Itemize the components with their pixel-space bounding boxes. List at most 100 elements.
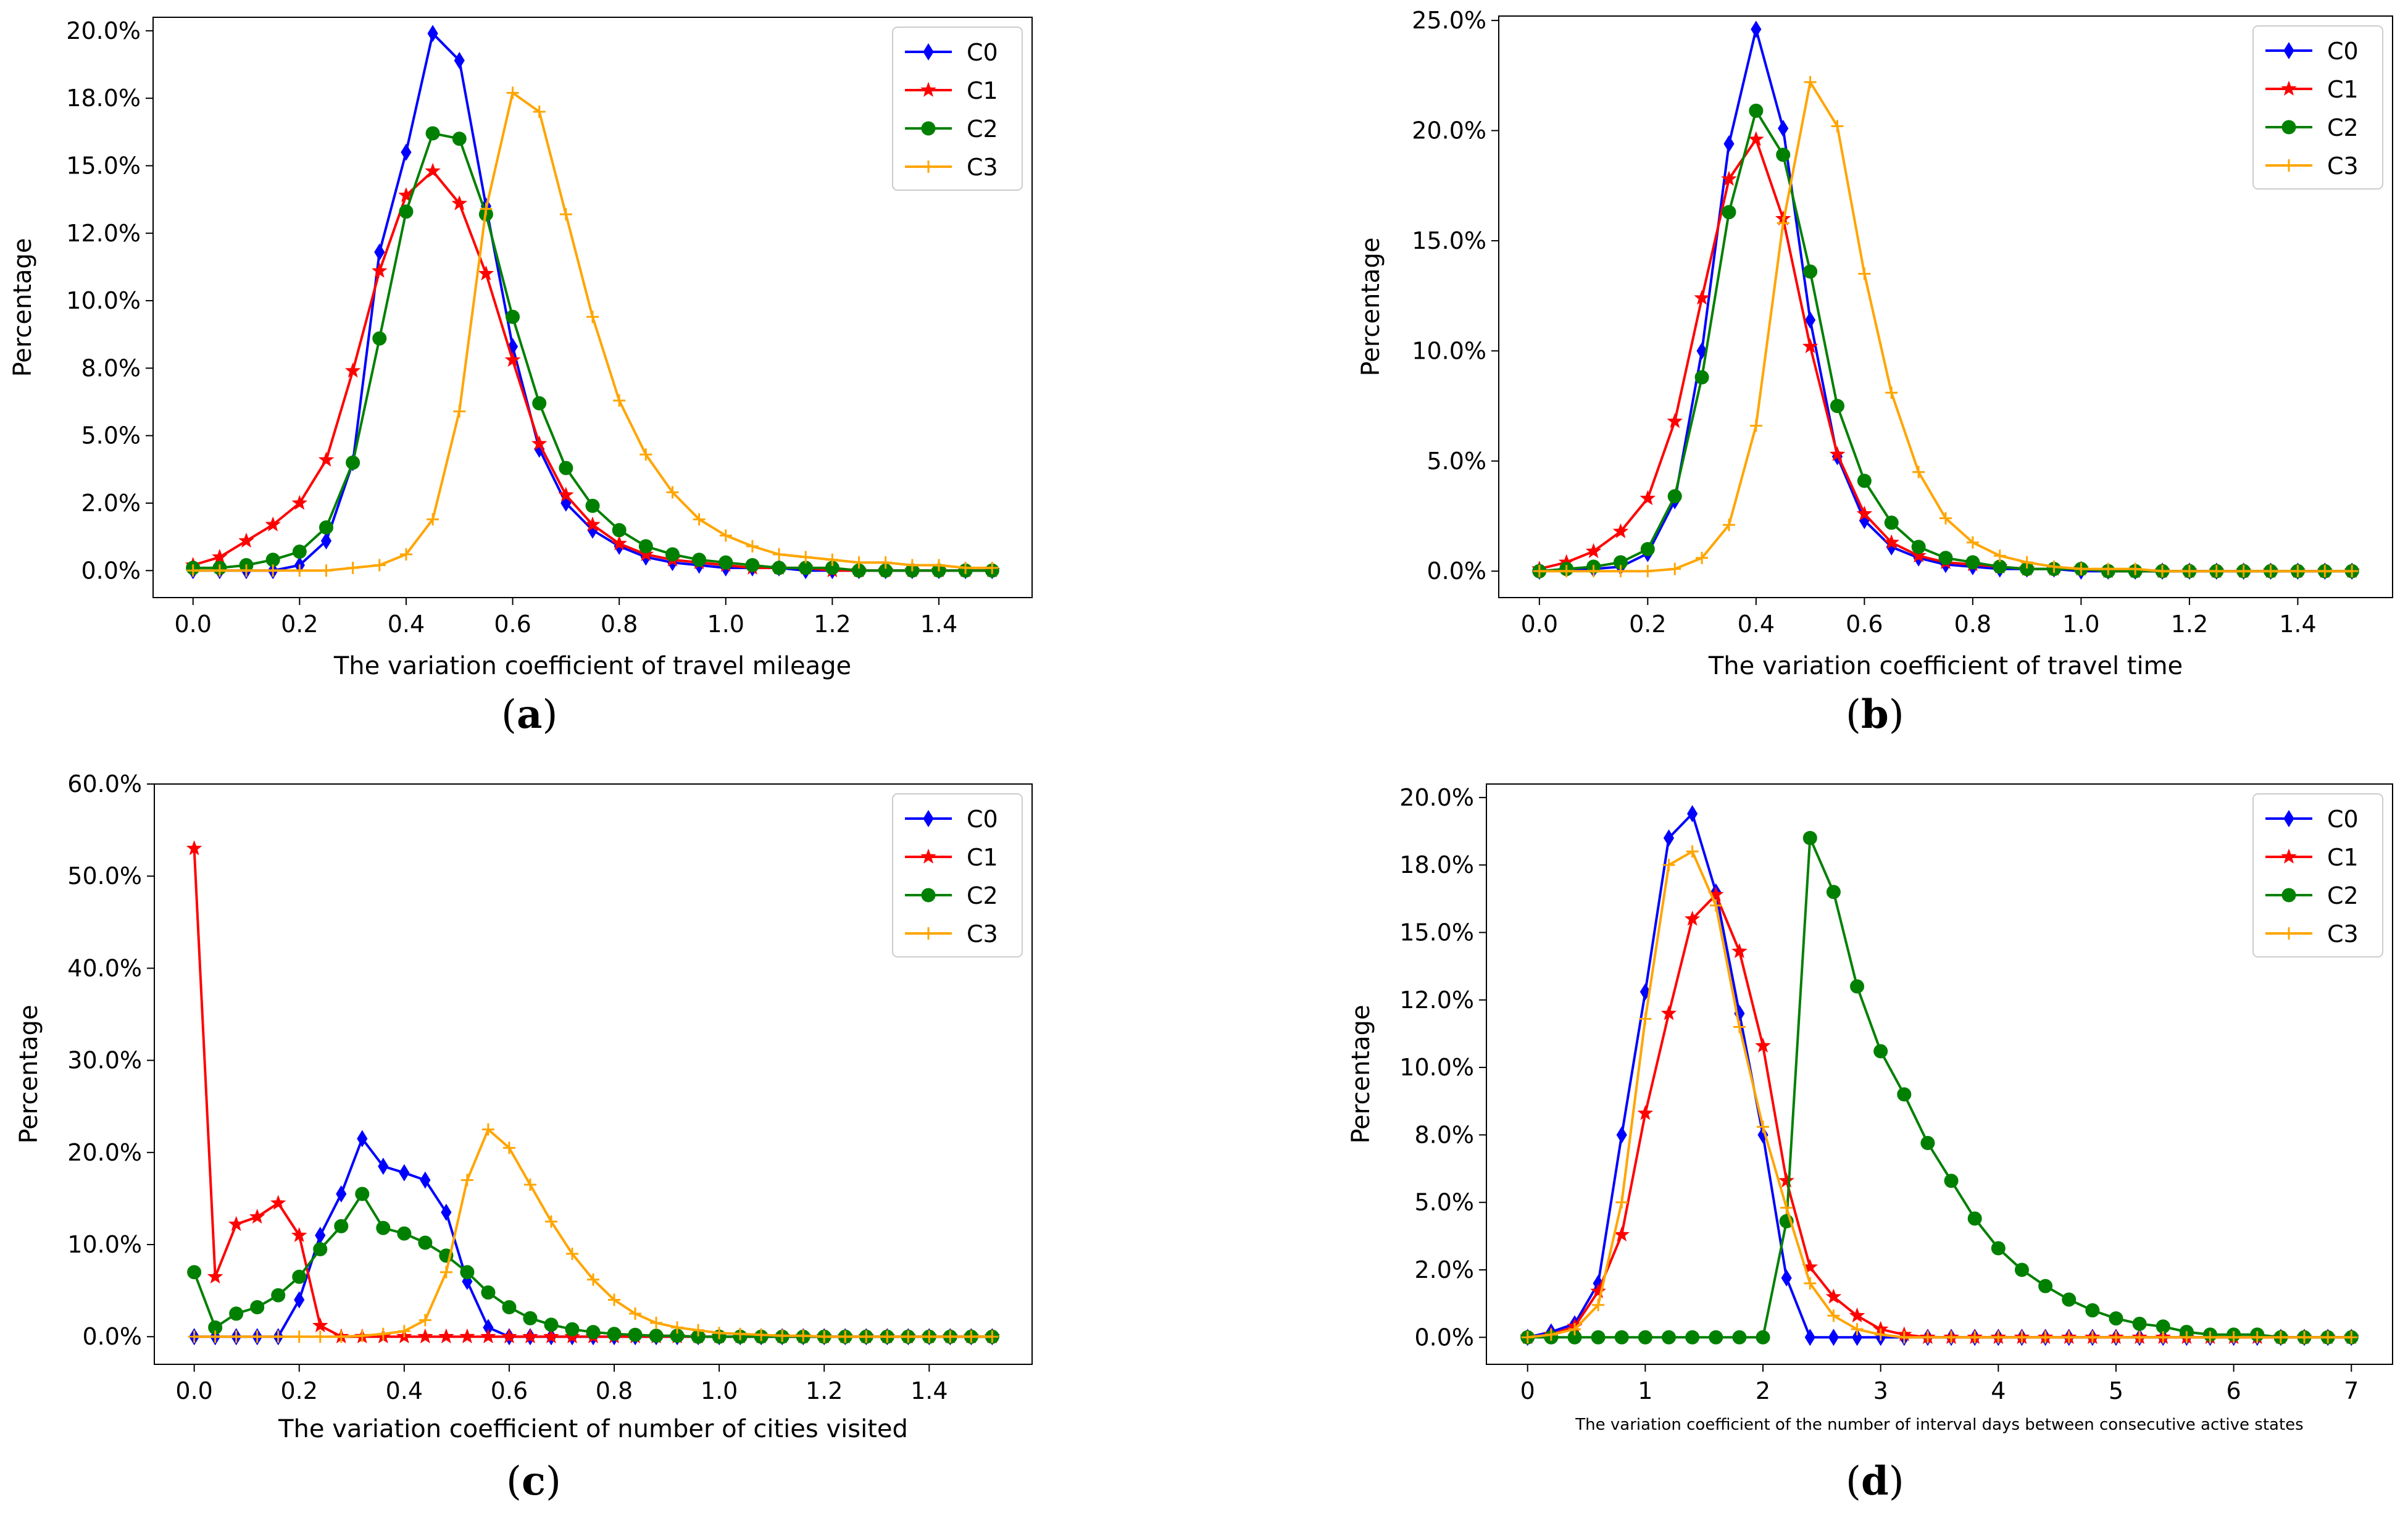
y-tick-label: 15.0% bbox=[66, 152, 141, 179]
series-C3 bbox=[188, 1123, 999, 1343]
data-point-C3 bbox=[1874, 1328, 1887, 1341]
data-point-C3 bbox=[1757, 1120, 1770, 1133]
legend-marker-C0 bbox=[923, 810, 934, 827]
caption-d: (d) bbox=[1846, 1458, 1904, 1504]
data-point-C2 bbox=[532, 396, 547, 411]
legend-box bbox=[2252, 25, 2383, 190]
data-point-C3 bbox=[373, 559, 386, 572]
data-point-C2 bbox=[1776, 148, 1791, 162]
y-tick-label: 0.0% bbox=[1414, 1324, 1474, 1351]
data-point-C2 bbox=[1694, 370, 1709, 385]
legend: C0 C1 C2 C3 bbox=[2252, 793, 2383, 957]
data-point-C1 bbox=[1802, 338, 1818, 354]
data-point-C3 bbox=[734, 1327, 747, 1340]
legend-marker-C0 bbox=[923, 43, 934, 60]
data-point-C1 bbox=[1660, 1005, 1677, 1020]
data-point-C3 bbox=[2156, 565, 2169, 578]
data-point-C1 bbox=[291, 1227, 307, 1242]
data-point-C3 bbox=[965, 1330, 978, 1343]
data-point-C3 bbox=[240, 564, 253, 577]
legend-label-C2: C2 bbox=[967, 115, 998, 143]
legend-label-C3: C3 bbox=[967, 920, 998, 948]
data-point-C3 bbox=[1587, 565, 1600, 578]
series-C3 bbox=[186, 86, 999, 577]
data-point-C0 bbox=[378, 1158, 389, 1175]
data-point-C3 bbox=[186, 564, 199, 577]
data-point-C2 bbox=[346, 455, 360, 470]
data-point-C3 bbox=[1696, 551, 1709, 564]
data-point-C3 bbox=[639, 448, 652, 461]
x-tick-label: 5 bbox=[2109, 1377, 2123, 1404]
data-point-C3 bbox=[932, 559, 945, 572]
series-C0 bbox=[1522, 805, 2357, 1346]
legend-box bbox=[2252, 793, 2383, 957]
data-point-C2 bbox=[460, 1265, 475, 1280]
x-tick-label: 1.2 bbox=[814, 611, 851, 638]
series-C1 bbox=[1519, 886, 2360, 1345]
data-point-C1 bbox=[1684, 911, 1701, 926]
x-axis-title: The variation coefficient of travel mile… bbox=[333, 652, 851, 680]
data-point-C1 bbox=[1590, 1283, 1606, 1298]
x-tick-label: 0.0 bbox=[175, 611, 212, 638]
data-point-C2 bbox=[1662, 1330, 1677, 1345]
data-point-C3 bbox=[2274, 1331, 2287, 1344]
data-point-C2 bbox=[452, 131, 467, 146]
data-point-C2 bbox=[1722, 205, 1736, 220]
caption-a-letter: a bbox=[516, 691, 543, 738]
data-point-C3 bbox=[230, 1330, 243, 1343]
data-point-C2 bbox=[1857, 473, 1872, 488]
data-point-C3 bbox=[209, 1330, 222, 1343]
legend-marker-C0 bbox=[2283, 42, 2294, 59]
axes-frame bbox=[152, 17, 1033, 598]
x-tick-label: 0.6 bbox=[491, 1377, 528, 1404]
data-point-C2 bbox=[313, 1241, 328, 1256]
x-tick-label: 1.4 bbox=[910, 1377, 948, 1404]
legend: C0 C1 C2 C3 bbox=[2252, 25, 2383, 190]
data-point-C2 bbox=[2085, 1303, 2100, 1318]
legend-marker-C3 bbox=[2283, 159, 2295, 172]
data-point-C3 bbox=[2102, 562, 2115, 575]
data-point-C0 bbox=[1723, 135, 1735, 152]
x-tick-label: 0.0 bbox=[175, 1377, 212, 1404]
y-tick-label: 40.0% bbox=[67, 954, 142, 982]
data-point-C3 bbox=[377, 1327, 390, 1340]
data-point-C3 bbox=[2183, 565, 2196, 578]
legend-label-C0: C0 bbox=[967, 806, 998, 833]
data-point-C3 bbox=[629, 1307, 642, 1320]
data-point-C3 bbox=[481, 1123, 494, 1136]
data-point-C3 bbox=[419, 1314, 431, 1327]
data-point-C2 bbox=[1638, 1330, 1652, 1345]
data-point-C3 bbox=[293, 564, 306, 577]
data-point-C2 bbox=[1685, 1330, 1700, 1345]
data-point-C3 bbox=[2180, 1331, 2193, 1344]
data-point-C3 bbox=[2133, 1331, 2146, 1344]
data-point-C3 bbox=[453, 405, 466, 418]
y-tick-label: 8.0% bbox=[81, 354, 141, 382]
data-point-C1 bbox=[344, 362, 361, 378]
y-tick-label: 20.0% bbox=[1399, 784, 1474, 811]
data-point-C3 bbox=[1568, 1323, 1581, 1336]
data-point-C2 bbox=[2014, 1262, 2029, 1277]
data-point-C0 bbox=[1828, 1329, 1839, 1346]
data-point-C0 bbox=[294, 1291, 305, 1309]
caption-b-letter: b bbox=[1860, 691, 1889, 738]
legend-label-C1: C1 bbox=[2327, 76, 2359, 103]
data-point-C0 bbox=[441, 1203, 452, 1221]
legend-label-C0: C0 bbox=[2327, 806, 2359, 833]
data-point-C2 bbox=[1967, 1211, 1982, 1226]
y-tick-label: 5.0% bbox=[1414, 1189, 1474, 1216]
data-point-C3 bbox=[1912, 465, 1925, 478]
y-tick-label: 60.0% bbox=[67, 770, 142, 798]
data-point-C3 bbox=[2298, 1331, 2311, 1344]
data-point-C2 bbox=[355, 1187, 370, 1201]
data-point-C1 bbox=[501, 1328, 517, 1344]
x-tick-label: 0.8 bbox=[601, 611, 638, 638]
data-point-C2 bbox=[1826, 885, 1841, 899]
data-point-C3 bbox=[613, 394, 626, 407]
data-point-C3 bbox=[1709, 899, 1722, 912]
data-point-C1 bbox=[270, 1195, 286, 1210]
data-point-C3 bbox=[1733, 1020, 1746, 1033]
data-point-C2 bbox=[1850, 979, 1865, 994]
data-point-C1 bbox=[1585, 543, 1602, 558]
data-point-C3 bbox=[1968, 1331, 1981, 1344]
